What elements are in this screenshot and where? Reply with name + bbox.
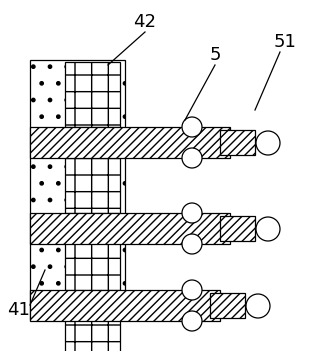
Circle shape <box>182 148 202 168</box>
Circle shape <box>256 131 280 155</box>
Text: 5: 5 <box>209 46 221 64</box>
Text: 42: 42 <box>134 13 156 31</box>
Bar <box>220 216 255 241</box>
Bar <box>220 130 255 155</box>
Circle shape <box>182 203 202 223</box>
Bar <box>65 62 120 127</box>
Bar <box>30 127 230 158</box>
Bar <box>30 60 125 320</box>
Bar <box>65 158 120 213</box>
Circle shape <box>182 117 202 137</box>
Bar <box>210 293 245 318</box>
Circle shape <box>256 217 280 241</box>
Circle shape <box>182 311 202 331</box>
Bar <box>65 240 120 290</box>
Text: 41: 41 <box>7 301 29 319</box>
Text: 51: 51 <box>274 33 296 51</box>
Bar <box>30 290 220 321</box>
Circle shape <box>182 280 202 300</box>
Bar <box>65 300 120 351</box>
Bar <box>30 213 230 244</box>
Circle shape <box>182 234 202 254</box>
Circle shape <box>246 294 270 318</box>
